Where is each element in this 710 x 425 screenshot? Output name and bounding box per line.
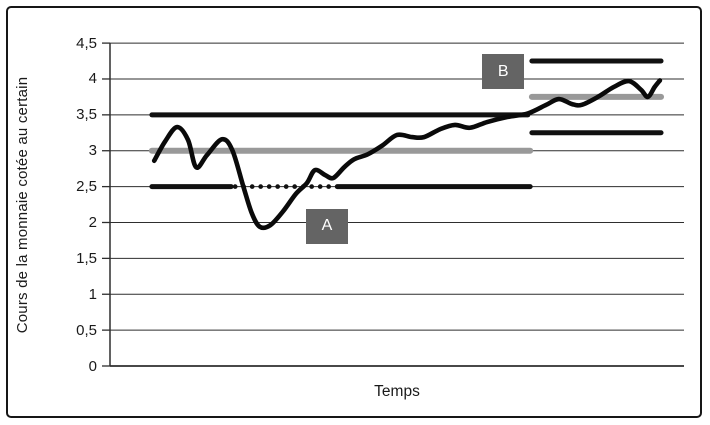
y-axis-title: Cours de la monnaie cotée au certain	[14, 76, 31, 334]
y-tick-label: 3,5	[76, 106, 97, 124]
y-tick-label: 4	[88, 70, 97, 88]
figure-border	[6, 6, 702, 418]
x-axis-title: Temps	[374, 383, 420, 400]
y-tick-label: 4,5	[76, 34, 97, 52]
annotation-label-b: B	[497, 62, 509, 80]
y-tick-label: 1	[88, 285, 97, 303]
y-tick-label: 2	[88, 213, 97, 231]
y-tick-label: 0,5	[76, 321, 97, 339]
y-tick-label: 3	[88, 142, 97, 160]
annotation-box-a: A	[305, 208, 348, 244]
annotation-box-b: B	[482, 54, 525, 90]
exchange-rate-curve	[151, 78, 663, 231]
y-tick-label: 2,5	[76, 178, 97, 196]
y-tick-label: 1,5	[76, 249, 97, 267]
y-tick-label: 0	[88, 357, 97, 375]
annotation-label-a: A	[321, 217, 333, 235]
